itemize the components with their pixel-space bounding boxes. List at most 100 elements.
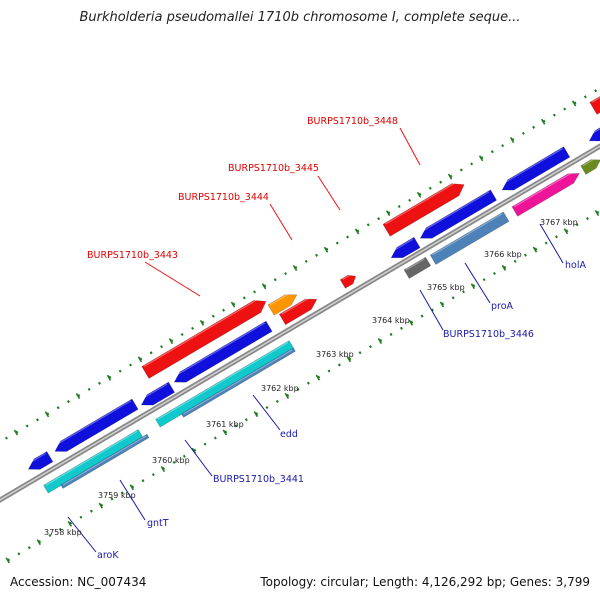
guide-dot: [265, 405, 269, 410]
guide-dot: [98, 381, 101, 385]
guide-tick: [532, 246, 538, 253]
callout-line: [184, 439, 213, 477]
guide-dot: [87, 387, 91, 391]
guide-tick: [5, 557, 10, 564]
gene-label-burps1710b-3448[interactable]: BURPS1710b_3448: [307, 116, 398, 127]
guide-dot: [244, 418, 248, 422]
guide-dot: [4, 436, 8, 440]
guide-tick: [222, 429, 228, 436]
guide-tick: [594, 209, 600, 217]
guide-dot: [242, 296, 246, 300]
guide-dot: [118, 369, 122, 373]
gene-label-burps1710b-3446[interactable]: BURPS1710b_3446: [443, 329, 534, 340]
feature-cyan: [155, 340, 295, 428]
feature-arrows: [27, 96, 600, 494]
guide-dot: [234, 424, 238, 428]
guide-tick: [98, 502, 103, 509]
feature-sheen: [27, 452, 46, 465]
guide-dot: [182, 454, 186, 458]
guide-dot: [358, 351, 362, 355]
feature-sheen: [157, 341, 289, 420]
guide-tick: [478, 155, 484, 162]
callout-line: [464, 262, 491, 304]
guide-tick: [571, 100, 577, 107]
guide-dot: [563, 107, 567, 111]
guide-dot: [129, 363, 133, 367]
accession-label: Accession: NC_007434: [10, 575, 147, 589]
backbone-highlight: [0, 145, 600, 501]
gene-label-hola[interactable]: holA: [565, 260, 586, 271]
tick-label: 3759 kbp: [98, 491, 136, 500]
callout-line: [119, 479, 146, 521]
gene-label-burps1710b-3445[interactable]: BURPS1710b_3445: [228, 163, 319, 174]
feature-sheen: [62, 435, 147, 486]
guide-tick: [261, 283, 267, 290]
guide-dot: [79, 515, 83, 519]
gene-label-burps1710b-3441[interactable]: BURPS1710b_3441: [213, 474, 304, 485]
guide-dot: [27, 546, 31, 550]
gene-label-edd[interactable]: edd: [280, 429, 298, 440]
tick-label: 3767 kbp: [540, 218, 578, 227]
feature-blue: [54, 398, 139, 452]
guide-dot: [461, 290, 465, 294]
gene-label-burps1710b-3444[interactable]: BURPS1710b_3444: [178, 192, 269, 203]
guide-dot: [521, 131, 525, 135]
feature-sheen: [140, 383, 168, 401]
guide-tick: [416, 191, 422, 198]
guide-dot: [470, 162, 474, 166]
guide-dot: [160, 345, 164, 349]
guide-dot: [58, 527, 62, 532]
feature-sheen: [591, 96, 600, 103]
gene-label-burps1710b-3443[interactable]: BURPS1710b_3443: [87, 250, 178, 261]
guide-dot: [490, 150, 494, 154]
guide-dot: [459, 168, 463, 172]
guide-tick: [36, 539, 41, 546]
guide-tick: [315, 374, 321, 381]
guide-tick: [540, 118, 546, 125]
guide-dot: [120, 491, 124, 495]
guide-dot: [366, 223, 370, 227]
guide-dot: [56, 406, 60, 410]
feature-magenta: [511, 173, 580, 217]
feature-sheen: [183, 349, 293, 415]
guide-dot: [335, 241, 339, 245]
guide-dot: [575, 223, 579, 227]
gene-label-proa[interactable]: proA: [491, 301, 514, 312]
guide-dot: [296, 387, 300, 391]
feature-sheen: [582, 156, 598, 167]
guide-dot: [554, 235, 558, 239]
topology-summary: Topology: circular; Length: 4,126,292 bp…: [260, 575, 590, 589]
gene-label-gntt[interactable]: gntT: [147, 518, 169, 529]
guide-tick: [385, 210, 391, 217]
guide-tick: [199, 319, 205, 326]
guide-tick: [323, 246, 329, 253]
feature-sheen: [173, 322, 266, 378]
tick-label: 3764 kbp: [372, 316, 410, 325]
feature-gray: [403, 256, 432, 279]
guide-dot: [17, 552, 21, 556]
tick-label: 3765 kbp: [427, 283, 465, 292]
map-title: Burkholderia pseudomallei 1710b chromoso…: [79, 10, 521, 25]
guide-dot: [389, 332, 393, 336]
feature-red: [339, 274, 357, 289]
guide-dot: [180, 332, 184, 337]
feature-blue: [27, 451, 54, 470]
guide-dot: [222, 308, 226, 312]
feature-sheen: [269, 290, 293, 306]
feature-red: [141, 300, 267, 379]
guide-dot: [420, 314, 424, 318]
guide-tick: [292, 264, 298, 272]
guide-dot: [544, 241, 548, 245]
gene-label-arok[interactable]: aroK: [97, 550, 119, 561]
guide-dot: [48, 533, 52, 538]
guide-tick: [13, 429, 19, 436]
guide-dot: [482, 278, 486, 282]
guide-tick: [106, 374, 112, 381]
feature-blue: [173, 320, 273, 383]
feature-sheen: [406, 258, 425, 271]
tick-label: 3766 kbp: [484, 250, 522, 259]
feature-blue: [140, 381, 176, 406]
guide-dot: [141, 479, 145, 483]
guide-dot: [191, 326, 195, 330]
